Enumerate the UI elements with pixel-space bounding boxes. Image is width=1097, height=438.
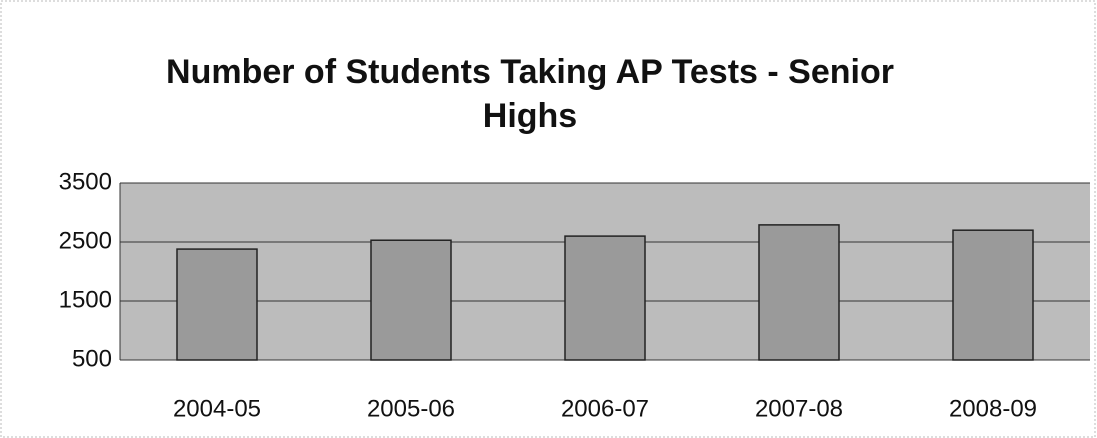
chart-title: Number of Students Taking AP Tests - Sen… (166, 53, 894, 135)
y-tick-label: 3500 (59, 168, 112, 195)
x-tick-label: 2006-07 (561, 395, 649, 422)
y-tick-label: 500 (72, 345, 112, 372)
bar (564, 235, 646, 361)
x-tick-label: 2004-05 (173, 395, 261, 422)
bar (758, 224, 840, 361)
x-tick-label: 2005-06 (367, 395, 455, 422)
x-tick-label: 2007-08 (755, 395, 843, 422)
x-tick-label: 2008-09 (949, 395, 1037, 422)
bar (370, 239, 452, 361)
y-tick-label: 2500 (59, 227, 112, 254)
bar (176, 248, 258, 361)
bar (952, 229, 1034, 361)
y-tick-label: 1500 (59, 286, 112, 313)
